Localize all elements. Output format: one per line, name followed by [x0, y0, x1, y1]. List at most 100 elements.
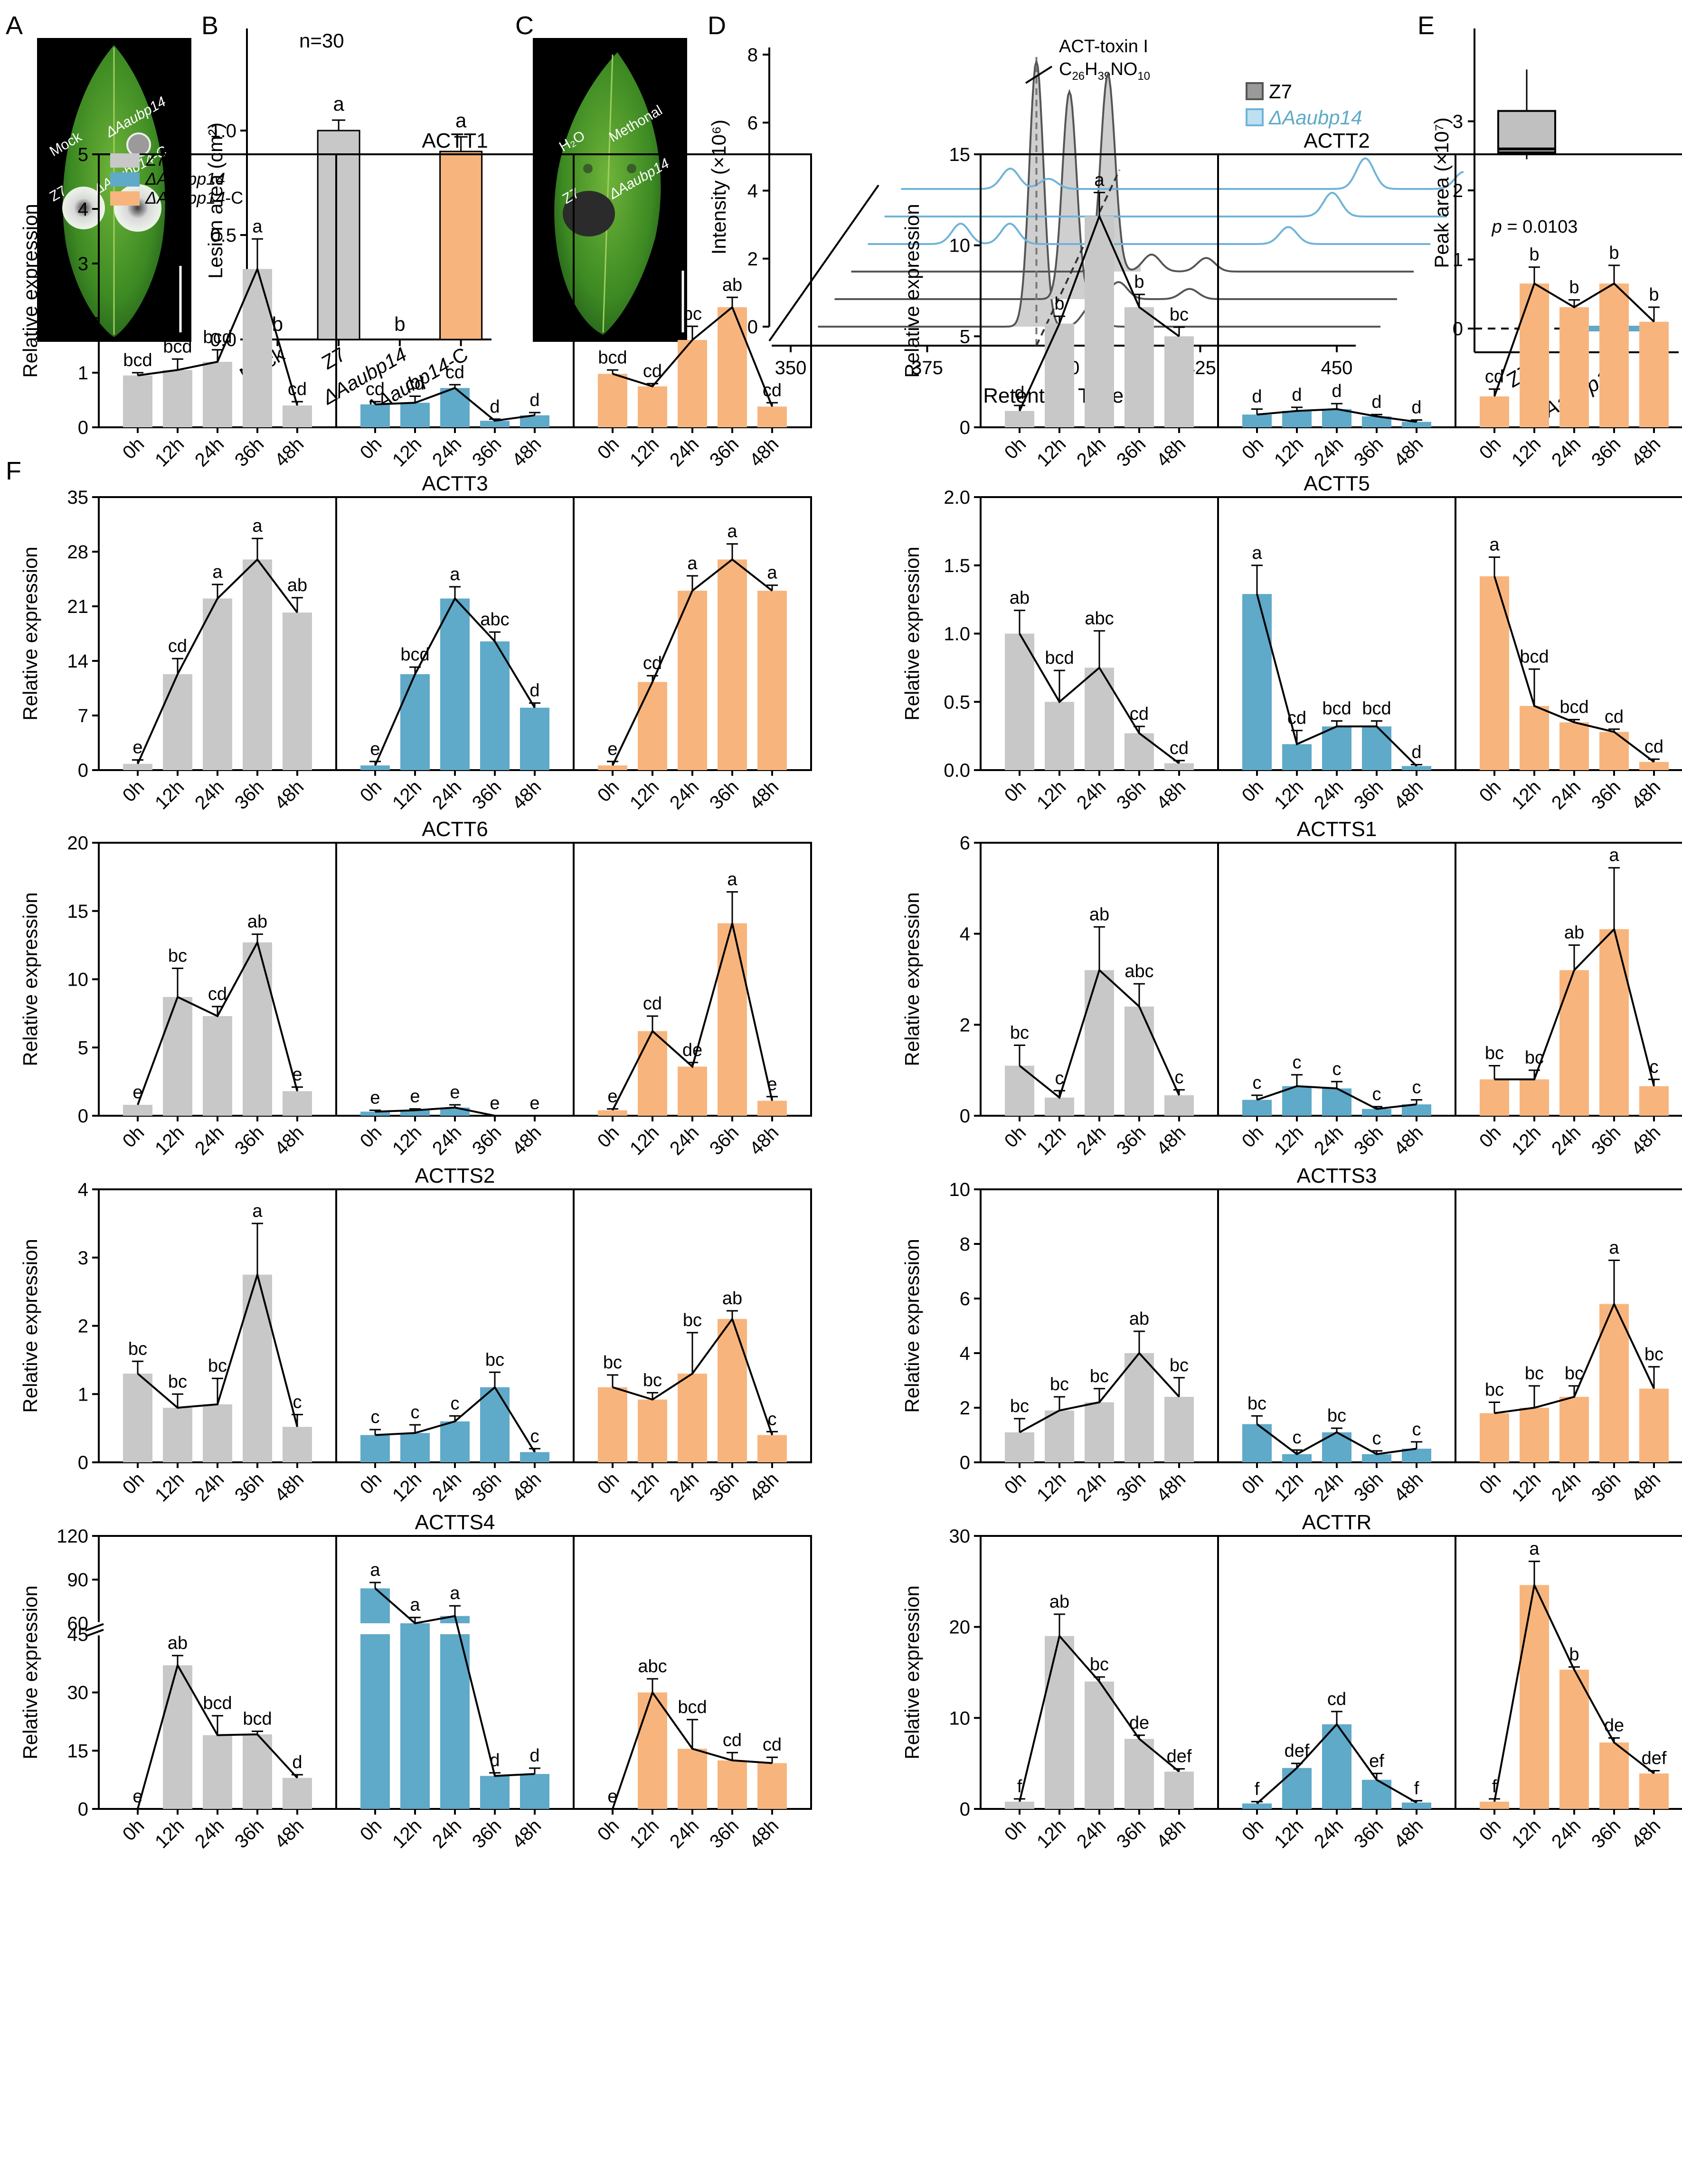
- panel-E-y-tick-label: 0: [1453, 319, 1463, 339]
- chart-title: ACTT5: [1304, 472, 1370, 495]
- x-tick-label: 24h: [1548, 433, 1585, 471]
- y-tick-label: 2: [960, 1015, 970, 1036]
- sig-letter: bcd: [1362, 699, 1391, 719]
- x-tick-label: 0h: [1238, 433, 1268, 463]
- y-tick-label: 28: [67, 542, 89, 563]
- sig-letter: d: [1411, 743, 1421, 763]
- trend-line: [1019, 1351, 1180, 1433]
- bar: [678, 1066, 707, 1116]
- chart-title: ACTTR: [1302, 1511, 1372, 1534]
- y-tick-label: 5: [960, 326, 970, 347]
- bar: [1599, 732, 1629, 770]
- bar: [400, 674, 430, 770]
- y-tick-label: 10: [949, 235, 971, 256]
- sig-letter: bc: [643, 1370, 662, 1390]
- x-tick-label: 36h: [468, 1469, 505, 1506]
- bar: [123, 1105, 152, 1116]
- panel-D-formula: C26H39NO10: [1059, 59, 1150, 83]
- x-tick-label: 48h: [508, 1815, 545, 1852]
- bar: [718, 559, 747, 770]
- x-tick-label: 12h: [1508, 776, 1545, 813]
- bar: [480, 641, 510, 770]
- y-tick-label: 20: [67, 833, 89, 854]
- trend-line: [612, 305, 773, 407]
- y-tick-label: 1.5: [944, 555, 970, 576]
- sig-letter: e: [370, 1088, 380, 1108]
- sig-letter: a: [370, 1560, 380, 1580]
- bar: [1480, 1413, 1509, 1462]
- sig-letter: c: [1372, 1429, 1381, 1449]
- sig-letter: a: [767, 563, 777, 583]
- bar: [520, 707, 549, 770]
- sig-letter: cd: [1605, 707, 1624, 727]
- bar: [757, 406, 787, 427]
- sig-letter: def: [1167, 1747, 1192, 1767]
- sig-letter: def: [1642, 1749, 1667, 1769]
- sig-letter: e: [132, 738, 142, 758]
- x-tick-label: 48h: [1627, 776, 1664, 813]
- bar: [1005, 1432, 1034, 1462]
- y-axis-label: Relative expression: [901, 546, 923, 721]
- sig-letter: b: [1569, 1645, 1579, 1665]
- sig-letter: c: [530, 1426, 539, 1446]
- x-tick-label: 0h: [119, 1122, 149, 1152]
- sig-letter: c: [1055, 1068, 1064, 1088]
- x-tick-label: 36h: [1350, 1815, 1387, 1852]
- x-tick-label: 36h: [706, 1469, 743, 1506]
- trend-line: [1256, 593, 1417, 767]
- panel-B-sig-letter: a: [455, 109, 467, 132]
- bar: [1599, 283, 1629, 427]
- sig-letter: c: [1412, 1077, 1421, 1097]
- chart-ACTTS2: ACTTS2 0 1 2 3 4 Relative expression bc 0h bc 12h b…: [19, 1164, 812, 1506]
- trend-line: [1493, 576, 1655, 763]
- bar: [1520, 1408, 1549, 1462]
- y-tick-label: 10: [949, 1179, 971, 1200]
- bar: [718, 307, 747, 427]
- sig-letter: a: [252, 217, 263, 236]
- bar: [1322, 409, 1351, 427]
- sig-letter: bcd: [1520, 647, 1549, 667]
- x-tick-label: 0h: [1001, 1815, 1030, 1845]
- y-axis-label: Relative expression: [19, 1585, 41, 1760]
- bar: [757, 1101, 787, 1116]
- panel-D-compound-title: ACT-toxin I: [1059, 37, 1148, 56]
- y-tick-label: 30: [949, 1526, 971, 1547]
- bar: [1005, 411, 1034, 427]
- bar: [1124, 1353, 1154, 1462]
- panel-B-sig-letter: b: [394, 313, 405, 335]
- bar: [1124, 307, 1154, 427]
- bar: [1085, 970, 1114, 1116]
- bar: [1480, 1079, 1509, 1116]
- x-tick-label: 12h: [626, 776, 663, 813]
- sig-letter: bc: [683, 304, 702, 324]
- chart-title: ACTT2: [1304, 129, 1370, 152]
- panel-D-x-tick-label: 375: [911, 358, 943, 378]
- x-tick-label: 12h: [1033, 1122, 1070, 1159]
- sig-letter: c: [1293, 1428, 1302, 1448]
- panel-B-y-label: Lesion area (cm²): [204, 122, 227, 279]
- sig-letter: abc: [1124, 961, 1153, 981]
- trend-line: [1257, 408, 1417, 423]
- panel-letter-A: A: [6, 11, 23, 40]
- bar: [757, 591, 787, 770]
- bar: [400, 403, 430, 427]
- x-tick-label: 24h: [666, 1815, 703, 1852]
- x-tick-label: 48h: [508, 1469, 545, 1506]
- x-tick-label: 48h: [1627, 1815, 1664, 1852]
- x-tick-label: 48h: [271, 1122, 308, 1159]
- sig-letter: bcd: [678, 1697, 707, 1717]
- bar: [440, 388, 470, 427]
- bar: [757, 1763, 787, 1809]
- bar: [520, 1452, 549, 1462]
- sig-letter: a: [687, 554, 698, 574]
- photo-panel-A: Mock ΔAaubp14 Z7 ΔAaubp14-C: [37, 38, 191, 342]
- sig-letter: c: [1175, 1067, 1184, 1087]
- bar: [1164, 336, 1194, 427]
- sig-letter: a: [1609, 846, 1619, 866]
- y-tick-label: 0: [960, 1799, 970, 1820]
- y-tick-label: 5: [78, 1037, 88, 1058]
- sig-letter: d: [1371, 392, 1381, 412]
- bar: [1242, 1424, 1272, 1462]
- x-tick-label: 0h: [356, 433, 386, 463]
